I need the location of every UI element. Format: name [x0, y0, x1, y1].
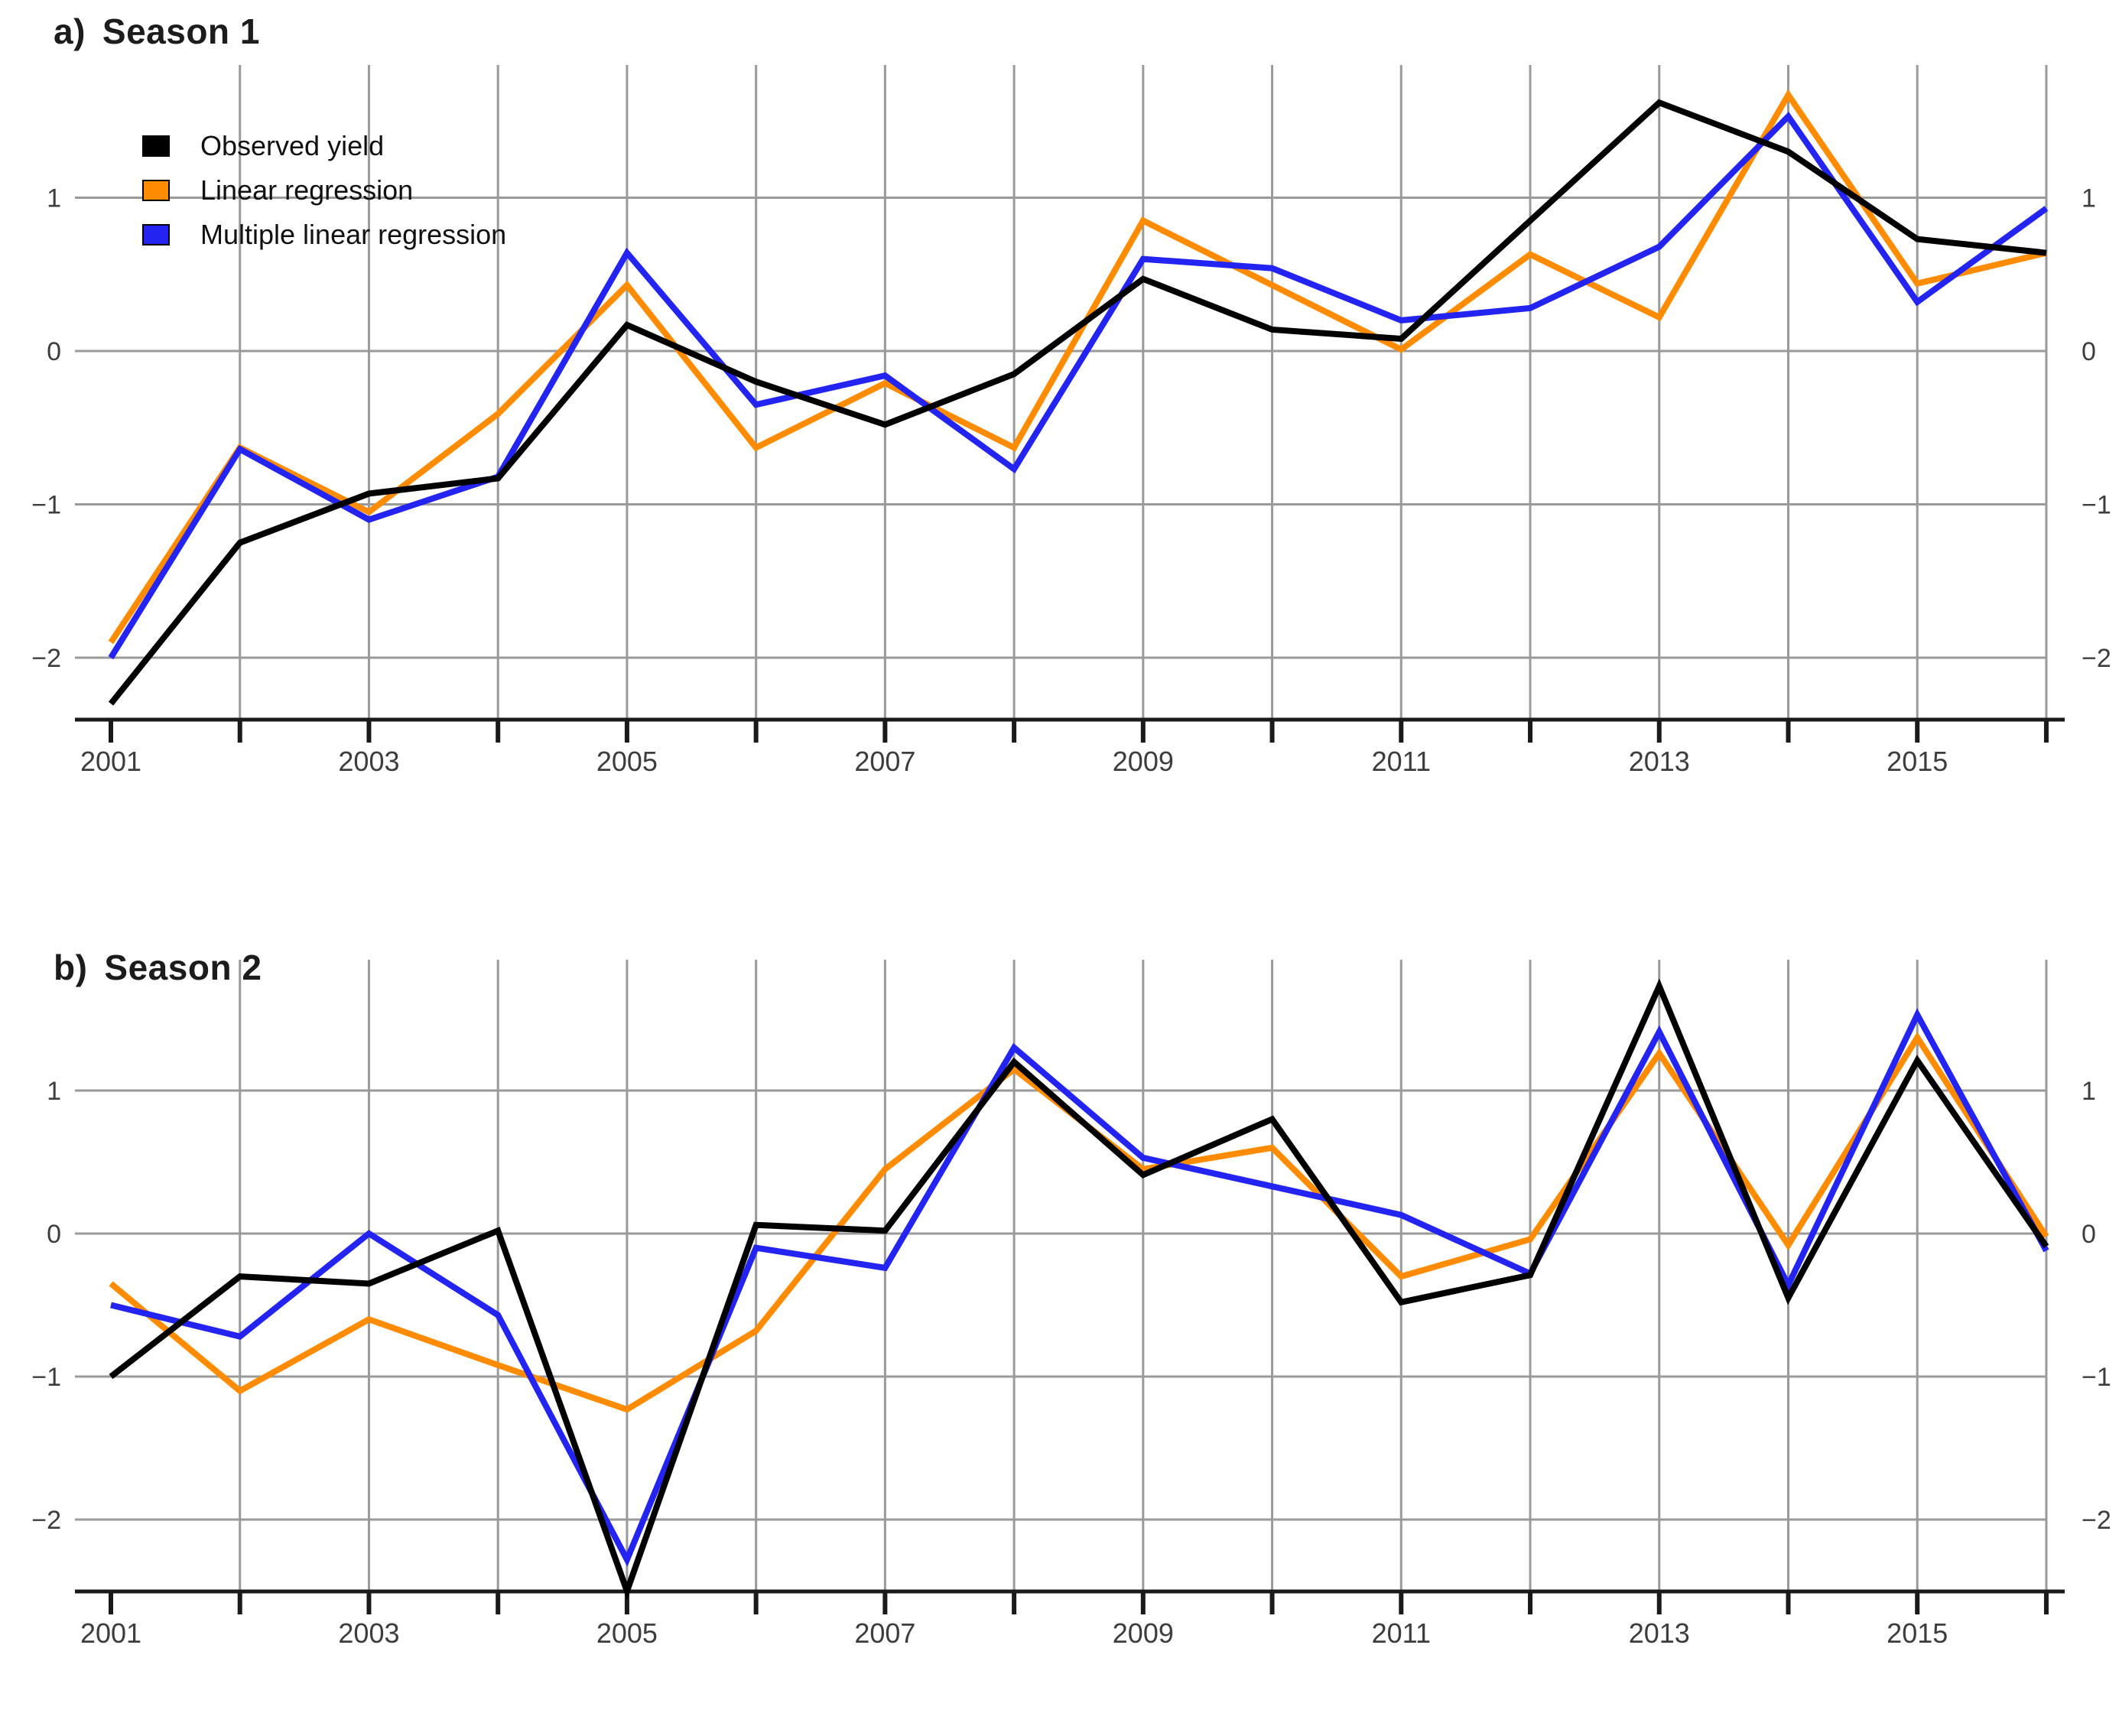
- legend-label-observed: Observed yield: [200, 130, 385, 161]
- series-line-multiple: [110, 1008, 2049, 1567]
- legend-item-observed: Observed yield: [142, 124, 506, 168]
- chart-a-title-prefix: a): [54, 11, 86, 51]
- legend-label-linear: Linear regression: [200, 174, 414, 206]
- x-tick-label: 2013: [1629, 746, 1690, 777]
- chart-b-title-text: Season 2: [104, 948, 262, 987]
- x-tick-label: 2003: [338, 1617, 399, 1649]
- series-line-linear: [108, 89, 2047, 645]
- x-tick-label: 2015: [1887, 1617, 1948, 1649]
- y-tick-label-right: 1: [2082, 1077, 2096, 1106]
- series-line-observed: [108, 99, 2047, 706]
- y-tick-label-right: 1: [2082, 184, 2096, 213]
- chart-b-title: b) Season 2: [54, 947, 262, 988]
- x-tick-label: 2013: [1629, 1617, 1690, 1649]
- x-tick-label: 2011: [1372, 1617, 1431, 1649]
- chart-a-title: a) Season 1: [54, 11, 260, 52]
- y-tick-label-left: −2: [31, 1506, 61, 1535]
- series-line-observed: [109, 978, 2049, 1601]
- series-line-multiple: [108, 112, 2049, 660]
- y-tick-label-left: 1: [47, 1077, 61, 1106]
- legend-item-multiple: Multiple linear regression: [142, 213, 506, 257]
- y-tick-label-left: −2: [31, 644, 61, 673]
- y-tick-label-left: 0: [47, 1220, 61, 1249]
- legend-swatch-linear-icon: [142, 180, 170, 201]
- x-tick-label: 2009: [1113, 746, 1174, 777]
- x-tick-label: 2007: [854, 1617, 915, 1649]
- x-tick-label: 2011: [1372, 746, 1431, 777]
- x-tick-label: 2001: [80, 1617, 141, 1649]
- legend-swatch-multiple-icon: [142, 224, 170, 245]
- y-tick-label-right: 0: [2082, 337, 2096, 366]
- legend: Observed yield Linear regression Multipl…: [142, 124, 506, 257]
- x-tick-label: 2001: [80, 746, 141, 777]
- y-tick-label-right: −2: [2082, 644, 2111, 673]
- x-tick-label: 2015: [1887, 746, 1948, 777]
- x-tick-label: 2009: [1113, 1617, 1174, 1649]
- y-tick-label-right: −2: [2082, 1506, 2111, 1535]
- x-tick-label: 2007: [854, 746, 915, 777]
- legend-item-linear: Linear regression: [142, 168, 506, 213]
- y-tick-label-right: −1: [2082, 1363, 2111, 1392]
- y-tick-label-left: −1: [31, 1363, 61, 1392]
- chart-b-title-prefix: b): [54, 948, 88, 987]
- x-tick-label: 2003: [338, 746, 399, 777]
- y-tick-label-left: 1: [47, 184, 61, 213]
- y-tick-label-right: 0: [2082, 1220, 2096, 1249]
- y-tick-label-left: 0: [47, 337, 61, 366]
- chart-a-title-text: Season 1: [102, 11, 260, 51]
- x-tick-label: 2005: [596, 746, 658, 777]
- y-tick-label-right: −1: [2082, 491, 2111, 520]
- y-tick-label-left: −1: [31, 491, 61, 520]
- legend-swatch-observed-icon: [142, 135, 170, 157]
- legend-label-multiple: Multiple linear regression: [200, 219, 507, 250]
- x-tick-label: 2005: [596, 1617, 658, 1649]
